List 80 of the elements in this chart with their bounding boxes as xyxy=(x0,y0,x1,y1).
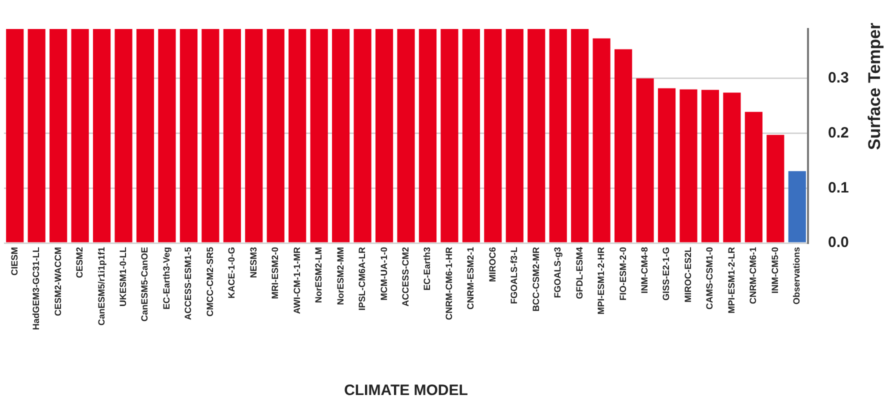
x-tick-label: MIROC6 xyxy=(487,247,498,282)
y-tick-label: 0.1 xyxy=(828,179,849,196)
bar xyxy=(28,29,46,242)
x-tick-label: FGOALS-f3-L xyxy=(509,246,520,304)
bar xyxy=(658,88,676,242)
x-tick-label: CNRM-CM6-1-HR xyxy=(444,246,454,320)
bar xyxy=(484,29,502,242)
x-tick-label: CIESM xyxy=(9,247,20,276)
x-tick-label: CMCC-CM2-SR5 xyxy=(204,247,215,316)
bar xyxy=(549,29,567,242)
x-tick-label: CanESM5-CanOE xyxy=(140,247,150,322)
x-tick-label: NorESM2-LM xyxy=(314,247,324,303)
bar xyxy=(528,29,546,242)
x-tick-label: NorESM2-MM xyxy=(335,247,346,305)
x-tick-label: CESM2 xyxy=(74,247,85,278)
bar xyxy=(788,171,806,242)
bar xyxy=(397,29,415,242)
x-tick-label: KACE-1-0-G xyxy=(226,247,237,299)
y-tick-label: 0.3 xyxy=(828,70,849,87)
x-tick-label: MPI-ESM1-2-HR xyxy=(596,246,606,315)
x-tick-label: INM-CM4-8 xyxy=(640,247,650,294)
x-tick-label: CNRM-CM6-1 xyxy=(748,247,758,304)
bar xyxy=(50,29,68,242)
bar xyxy=(506,29,524,242)
x-tick-label: FGOALS-g3 xyxy=(552,247,563,298)
x-tick-label: MIROC-ES2L xyxy=(682,246,693,303)
bar xyxy=(701,90,720,242)
x-tick-label: MCM-UA-1-0 xyxy=(378,247,389,300)
bar xyxy=(310,29,328,242)
bar xyxy=(158,29,176,242)
x-tick-label: ACCESS-CM2 xyxy=(400,247,410,307)
x-tick-label: CESM2-WACCM xyxy=(52,247,63,316)
x-tick-label: ACCESS-ESM1-5 xyxy=(183,247,194,320)
y-axis-title: Surface Temper xyxy=(865,22,884,150)
bar xyxy=(680,89,698,242)
bar xyxy=(723,92,741,242)
bar xyxy=(136,29,154,242)
x-tick-label: CanESM5/r1i1p1f1 xyxy=(96,247,106,326)
bar xyxy=(245,29,263,242)
bar xyxy=(462,29,480,242)
x-tick-label: INM-CM5-0 xyxy=(770,247,780,294)
bar xyxy=(114,29,132,242)
bar xyxy=(592,38,610,242)
x-tick-label: CAMS-CSM1-0 xyxy=(704,247,715,310)
bar xyxy=(180,29,198,242)
bar xyxy=(223,29,241,242)
x-tick-label: BCC-CSM2-MR xyxy=(530,246,541,312)
bar xyxy=(440,29,458,242)
x-tick-label: GFDL-ESM4 xyxy=(574,247,584,300)
bar xyxy=(418,29,437,242)
x-tick-label: CNRM-ESM2-1 xyxy=(466,247,476,310)
bar xyxy=(766,134,784,242)
y-tick-label: 0.2 xyxy=(828,124,849,142)
x-tick-label: EC-Earth3-Veg xyxy=(161,247,172,310)
bar xyxy=(375,29,394,242)
bar xyxy=(266,29,284,242)
x-tick-label: Observations xyxy=(792,247,802,305)
y-tick-label: 0.0 xyxy=(828,234,849,252)
x-tick-label: EC-Earth3 xyxy=(422,247,432,291)
x-tick-label: AWI-CM-1-1-MR xyxy=(292,246,302,314)
x-tick-label: GISS-E2-1-G xyxy=(661,247,672,301)
bar xyxy=(202,29,220,242)
x-tick-label: FIO-ESM-2-0 xyxy=(618,247,628,301)
bar xyxy=(636,78,654,242)
bar xyxy=(71,29,89,242)
x-tick-label: NESM3 xyxy=(248,247,258,278)
bar xyxy=(92,29,111,242)
x-axis-title: CLIMATE MODEL xyxy=(344,382,468,400)
x-tick-label: HadGEM3-GC31-LL xyxy=(31,246,42,330)
bar xyxy=(288,29,306,242)
x-tick-label: IPSL-CM6A-LR xyxy=(357,246,368,310)
x-tick-label: MPI-ESM1-2-LR xyxy=(726,246,736,314)
bar xyxy=(354,29,372,242)
bar xyxy=(332,29,350,242)
bar xyxy=(614,49,632,242)
x-tick-label: MRI-ESM2-0 xyxy=(270,247,280,300)
x-tick-label: UKESM1-0-LL xyxy=(118,246,128,307)
bar xyxy=(571,29,589,242)
bar xyxy=(744,112,762,242)
bar xyxy=(6,29,24,242)
